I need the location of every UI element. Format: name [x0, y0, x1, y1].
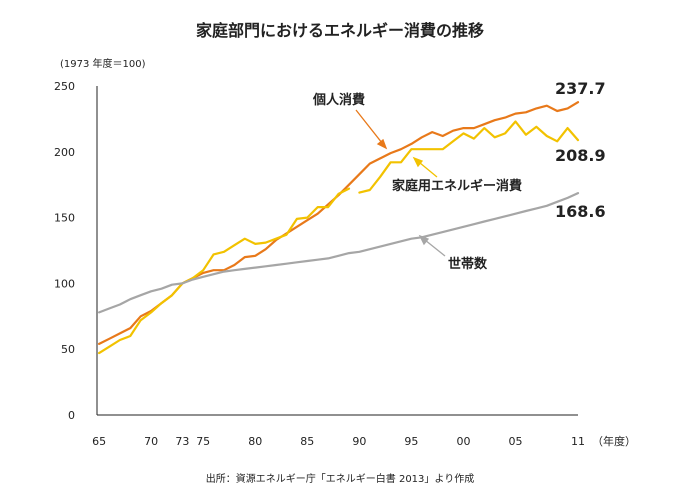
x-tick-label: 00: [456, 435, 470, 448]
x-tick-label: 95: [404, 435, 418, 448]
y-tick-label: 150: [54, 212, 75, 225]
x-tick-label: 75: [196, 435, 210, 448]
source-note: 出所：資源エネルギー庁「エネルギー白書 2013」より作成: [206, 472, 474, 485]
y-tick-label: 200: [54, 146, 75, 159]
x-tick-label: 73: [175, 435, 189, 448]
callout-arrows: [355, 109, 446, 257]
unit-note: (1973 年度＝100): [60, 57, 146, 70]
series-lines: [97, 101, 580, 355]
series-line-1: [358, 120, 580, 194]
end-label-personal-consumption: 237.7: [555, 79, 606, 98]
series-label-personal-consumption: 個人消費: [312, 92, 365, 108]
x-tick-label: 05: [509, 435, 523, 448]
x-tick-label: 80: [248, 435, 262, 448]
x-tick-label: 85: [300, 435, 314, 448]
y-tick-label: 0: [68, 409, 75, 422]
series-line-2: [97, 192, 580, 314]
chart-title: 家庭部門におけるエネルギー消費の推移: [196, 21, 484, 40]
arrowhead-personal-consumption: [376, 138, 388, 150]
x-tick-label: 70: [144, 435, 158, 448]
end-label-household-energy: 208.9: [555, 146, 606, 165]
series-line-1: [97, 187, 351, 355]
x-tick-label: 90: [352, 435, 366, 448]
y-tick-label: 100: [54, 277, 75, 290]
series-line-0: [97, 101, 580, 345]
series-label-household-energy: 家庭用エネルギー消費: [392, 178, 522, 194]
y-tick-label: 250: [54, 80, 75, 93]
x-axis-unit: （年度）: [592, 434, 636, 448]
end-label-households: 168.6: [555, 202, 606, 221]
arrowhead-household-energy: [412, 156, 424, 168]
series-label-households: 世帯数: [448, 256, 488, 272]
y-axis-ticks: 0 50 100 150 200 250: [54, 80, 75, 422]
x-axis-ticks: 65 70 73 75 80 85 90 95 00 05 11: [92, 435, 585, 448]
y-tick-label: 50: [61, 343, 75, 356]
x-tick-label: 65: [92, 435, 106, 448]
arrowhead-households: [418, 234, 430, 246]
x-tick-label: 11: [571, 435, 585, 448]
